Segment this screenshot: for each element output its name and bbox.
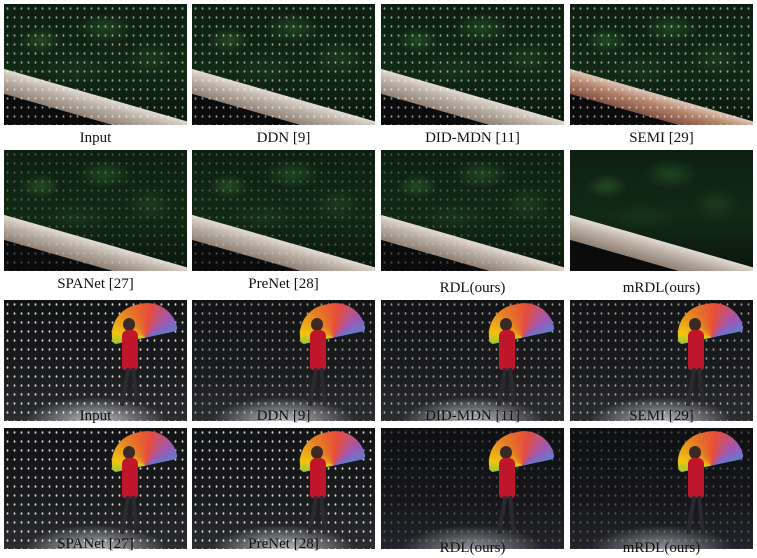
rain-image [381,428,564,549]
panel-caption: DID-MDN [11] [425,408,520,424]
panel-didmdn-beam: DID-MDN [11] [381,4,564,146]
rain-image [381,300,564,421]
panel-semi-umbrella: SEMI [29] [570,300,753,424]
panel-mrdl-umbrella: mRDL(ours) [570,428,753,556]
rain-image [4,428,187,549]
rain-image [192,300,375,421]
panel-caption: SEMI [29] [629,408,694,424]
panel-caption: RDL(ours) [439,540,506,556]
panel-input-beam: Input [4,4,187,146]
panel-mrdl-beam: mRDL(ours) [570,150,753,296]
panel-rdl-beam: RDL(ours) [381,150,564,296]
panel-caption: mRDL(ours) [622,540,701,556]
panel-didmdn-umbrella: DID-MDN [11] [381,300,564,424]
rain-image [570,4,753,125]
panel-ddn-umbrella: DDN [9] [192,300,375,424]
panel-caption: SEMI [29] [629,130,694,146]
panel-caption: RDL(ours) [439,280,506,296]
panel-caption: PreNet [28] [248,276,319,292]
rain-image [570,428,753,549]
panel-caption: PreNet [28] [248,536,319,552]
panel-semi-beam: SEMI [29] [570,4,753,146]
panel-prenet-umbrella: PreNet [28] [192,428,375,552]
panel-caption: DDN [9] [256,130,311,146]
panel-prenet-beam: PreNet [28] [192,150,375,292]
rain-image [192,150,375,271]
panel-caption: SPANet [27] [57,276,134,292]
rain-image [4,4,187,125]
rain-image [570,300,753,421]
panel-caption: DDN [9] [256,408,311,424]
panel-caption: SPANet [27] [57,536,134,552]
panel-rdl-umbrella: RDL(ours) [381,428,564,556]
panel-spanet-umbrella: SPANet [27] [4,428,187,552]
rain-image [381,4,564,125]
rain-image [381,150,564,271]
panel-spanet-beam: SPANet [27] [4,150,187,292]
panel-ddn-beam: DDN [9] [192,4,375,146]
panel-caption: DID-MDN [11] [425,130,520,146]
rain-image [192,428,375,549]
rain-image [192,4,375,125]
panel-caption: Input [79,408,112,424]
rain-image [4,300,187,421]
rain-image [4,150,187,271]
panel-input-umbrella: Input [4,300,187,424]
panel-caption: Input [79,130,112,146]
rain-image [570,150,753,271]
panel-caption: mRDL(ours) [622,280,701,296]
